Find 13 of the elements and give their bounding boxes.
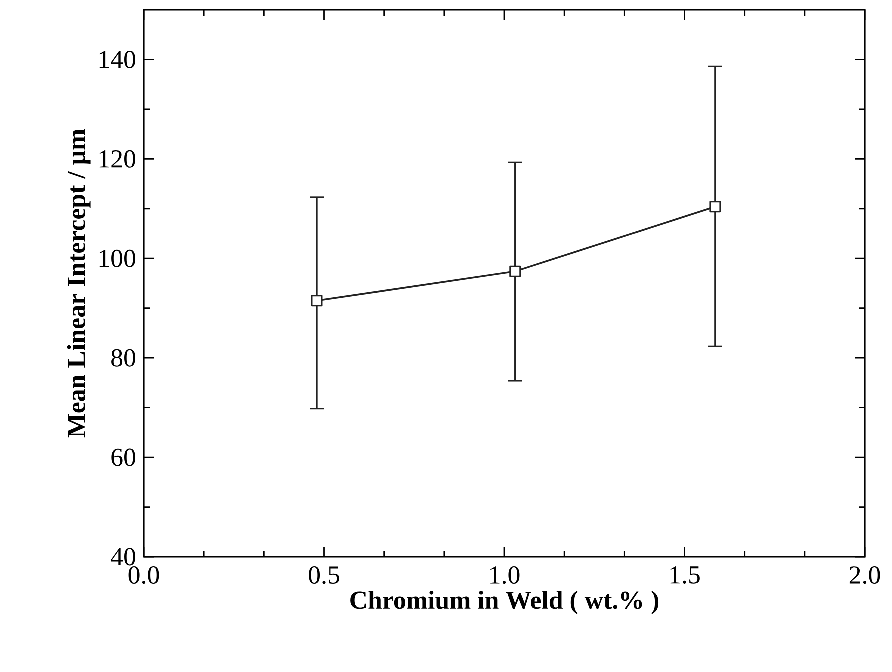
y-tick-label: 100 xyxy=(100,250,136,268)
x-axis-title: Chromium in Weld ( wt.% ) xyxy=(350,590,659,614)
x-tick-label: 1.0 xyxy=(490,566,520,584)
y-tick-label: 40 xyxy=(111,548,136,566)
y-tick-label: 60 xyxy=(112,448,136,466)
x-tick-label: 1.5 xyxy=(670,566,700,584)
x-tick-label: 0.0 xyxy=(128,566,160,584)
y-tick-label: 120 xyxy=(100,150,136,168)
y-tick-label: 80 xyxy=(112,349,136,367)
x-tick-label: 2.0 xyxy=(850,566,880,584)
y-tick-label: 140 xyxy=(100,50,136,68)
x-tick-label: 0.5 xyxy=(309,566,340,584)
y-axis-title: Mean Linear Intercept / μm xyxy=(67,129,91,438)
